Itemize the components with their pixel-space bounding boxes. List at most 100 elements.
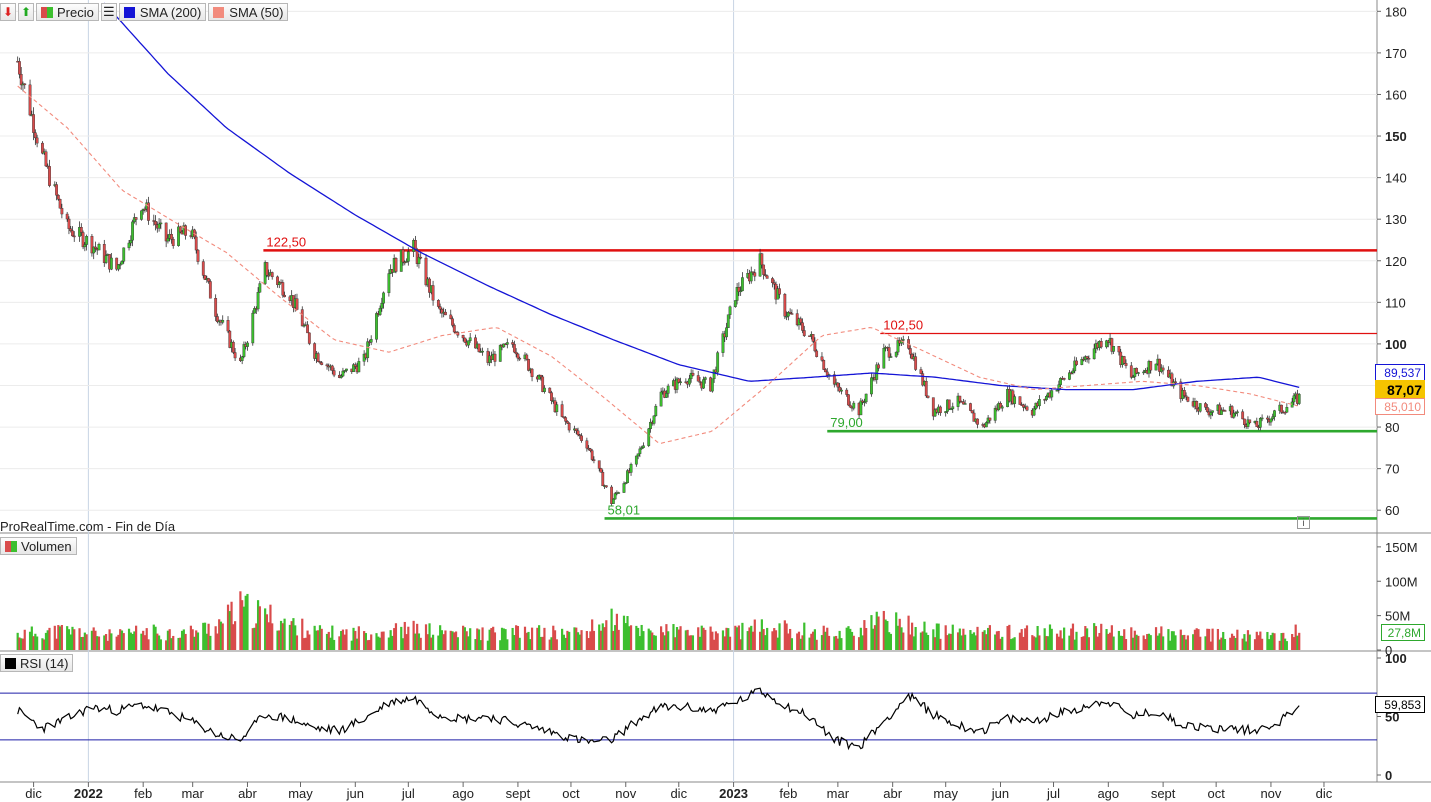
candle-body	[79, 227, 83, 233]
candle-body	[537, 374, 541, 380]
sma50-button[interactable]: SMA (50)	[208, 3, 289, 21]
candle-body	[316, 353, 320, 362]
sma50-swatch	[213, 6, 225, 18]
volume-bar	[827, 635, 831, 650]
price-indicator-button[interactable]: Precio	[36, 3, 99, 21]
volume-bar	[649, 630, 652, 650]
volume-bar	[1036, 625, 1039, 650]
volume-bar	[737, 625, 740, 650]
arrow-up-icon[interactable]: ⬆	[18, 3, 34, 21]
volume-bar	[368, 639, 371, 650]
volume-bar	[675, 627, 679, 650]
candle-body	[231, 341, 235, 353]
candle-body	[820, 356, 824, 361]
candle-body	[988, 417, 992, 421]
candle-body	[276, 276, 279, 285]
candle-body	[19, 74, 23, 86]
candle-body	[548, 387, 552, 393]
volume-bar	[1172, 631, 1175, 650]
candle-body	[875, 364, 879, 380]
volume-bar	[1061, 638, 1064, 650]
candle-body	[226, 320, 230, 332]
volume-bar	[1009, 639, 1013, 650]
volume-bar	[750, 625, 753, 650]
candle-body	[1223, 410, 1227, 412]
volume-bar	[1013, 637, 1016, 650]
candle-body	[306, 324, 309, 334]
candle-body	[171, 239, 175, 246]
volume-bar	[888, 632, 891, 650]
volume-bar	[329, 637, 332, 650]
candle-body	[725, 327, 728, 338]
volume-bar	[523, 626, 527, 650]
volume-bar	[548, 639, 551, 650]
candle-body	[352, 364, 355, 373]
volume-bar	[1121, 635, 1124, 650]
volume-bar	[875, 611, 878, 650]
volume-bar	[454, 631, 458, 650]
candle-body	[177, 226, 180, 246]
volume-bar	[354, 630, 357, 650]
sma200-label: SMA (200)	[139, 4, 202, 20]
rsi-panel-label[interactable]: RSI (14)	[0, 654, 74, 672]
volume-bar	[97, 636, 101, 650]
x-tick-label: nov	[615, 786, 636, 801]
volume-bar	[964, 634, 967, 650]
candle-body	[585, 440, 589, 449]
volume-bar	[439, 625, 442, 650]
volume-bar	[1158, 633, 1161, 650]
volume-bar	[863, 620, 866, 650]
candle-body	[924, 381, 928, 397]
volume-bar	[1266, 631, 1269, 650]
volume-bar	[228, 611, 231, 650]
candle-body	[970, 410, 974, 414]
volume-bar	[382, 631, 385, 650]
candle-body	[1266, 417, 1269, 420]
candle-body	[1124, 363, 1128, 366]
volume-bar	[541, 636, 544, 650]
arrow-down-icon[interactable]: ⬇	[0, 3, 16, 21]
candle-body	[765, 275, 769, 279]
volume-bar	[1001, 636, 1004, 650]
candle-body	[696, 375, 700, 382]
candle-body	[931, 397, 935, 417]
candle-body	[914, 356, 918, 370]
price-tick-label: 130	[1385, 212, 1407, 227]
candle-body	[463, 337, 467, 343]
candle-body	[131, 221, 134, 241]
volume-bar	[218, 619, 221, 650]
volume-bar	[1144, 639, 1147, 650]
candle-body	[710, 378, 714, 392]
volume-bar	[264, 608, 267, 650]
volume-bar	[1068, 635, 1071, 650]
volume-bar	[357, 626, 360, 650]
volume-bar	[258, 606, 261, 650]
candle-body	[984, 422, 988, 428]
candle-body	[882, 348, 886, 369]
volume-bar	[168, 629, 171, 650]
volume-bar	[407, 626, 410, 650]
volume-bar	[143, 635, 147, 650]
candle-body	[1037, 399, 1041, 407]
candle-body	[1195, 401, 1199, 410]
sma200-button[interactable]: SMA (200)	[118, 3, 207, 21]
volume-bar	[652, 635, 656, 650]
volume-bar	[1207, 628, 1211, 650]
list-icon[interactable]: ☰	[100, 3, 117, 21]
volume-bar	[932, 629, 935, 650]
volume-bar	[956, 632, 960, 650]
x-tick-label: jun	[346, 786, 364, 801]
volume-bar	[203, 622, 207, 650]
candle-body	[638, 448, 642, 454]
volume-bar	[1162, 636, 1165, 650]
info-icon[interactable]: i	[1297, 516, 1310, 529]
volume-bar	[431, 634, 435, 650]
candle-body	[938, 406, 942, 414]
volume-bar	[165, 640, 168, 650]
volume-panel-label[interactable]: Volumen	[0, 537, 77, 555]
candle-body	[1117, 346, 1121, 353]
candle-body	[908, 348, 912, 355]
volume-bar	[1032, 636, 1036, 650]
volume-bar	[884, 619, 887, 650]
